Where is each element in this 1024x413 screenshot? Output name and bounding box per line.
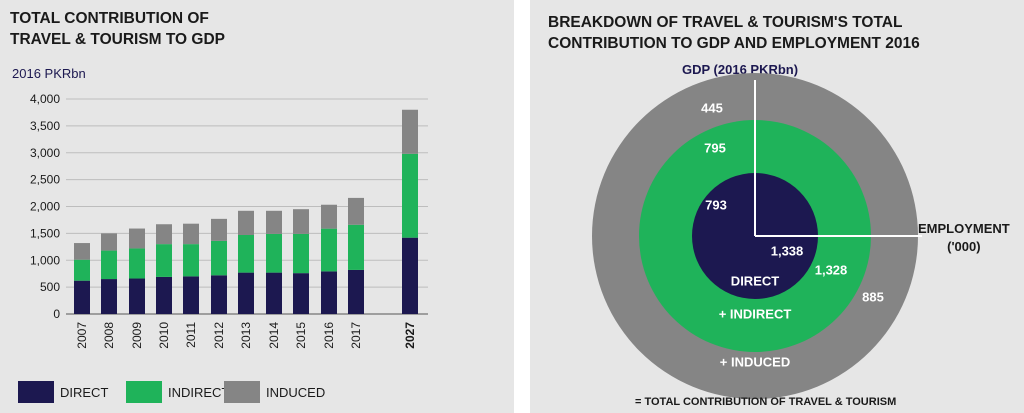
legend-label-induced: INDUCED xyxy=(266,384,326,400)
legend-label-direct: DIRECT xyxy=(60,384,109,400)
x-tick-label: 2014 xyxy=(267,322,281,349)
x-tick-label: 2027 xyxy=(403,322,417,349)
left-chart-title: TOTAL CONTRIBUTION OF TRAVEL & TOURISM T… xyxy=(10,8,225,50)
bar-segment-induced xyxy=(293,209,309,234)
x-tick-label: 2010 xyxy=(157,322,171,349)
x-tick-label: 2012 xyxy=(212,322,226,349)
x-tick-label: 2011 xyxy=(184,322,198,348)
y-tick-label: 3,000 xyxy=(30,146,60,160)
induced-ring-label: + INDUCED xyxy=(719,354,791,370)
bar-segment-induced xyxy=(402,109,418,154)
bar-segment-induced xyxy=(101,233,117,251)
bar-segment-direct xyxy=(266,272,282,314)
x-tick-label: 2009 xyxy=(130,322,144,349)
stacked-bar-chart: 0 500 1,000 1,500 2,000 2,500 3,000 3,500 4,000 2… xyxy=(30,92,428,349)
employment-induced-value: 885 xyxy=(862,289,884,305)
y-tick-label: 2,500 xyxy=(30,173,60,187)
total-contribution-footer: = TOTAL CONTRIBUTION OF TRAVEL & TOURISM xyxy=(635,396,897,408)
bar-segment-direct xyxy=(156,276,172,314)
bar-segment-indirect xyxy=(402,153,418,238)
bar-segment-direct xyxy=(183,276,199,314)
bar-segment-induced xyxy=(129,228,145,249)
x-tick-label: 2015 xyxy=(294,322,308,349)
x-tick-label: 2008 xyxy=(102,322,116,349)
bar-segment-direct xyxy=(101,279,117,314)
bar-segment-indirect xyxy=(183,244,199,277)
y-tick-label: 4,000 xyxy=(30,92,60,106)
gdp-contribution-panel: TOTAL CONTRIBUTION OF TRAVEL & TOURISM T… xyxy=(0,0,514,413)
legend-item-direct: DIRECT xyxy=(18,380,108,404)
bar-segment-indirect xyxy=(74,259,90,281)
x-tick-label: 2017 xyxy=(349,322,363,349)
bar-segment-direct xyxy=(402,237,418,314)
x-tick-label: 2007 xyxy=(75,322,89,349)
bar-segment-indirect xyxy=(129,248,145,279)
bar-segment-indirect xyxy=(156,244,172,277)
indirect-ring-label: + INDIRECT xyxy=(718,306,792,322)
bar-segment-induced xyxy=(321,204,337,229)
concentric-circle-chart xyxy=(592,73,922,399)
bar-segment-induced xyxy=(348,197,364,225)
right-title-line-2: CONTRIBUTION TO GDP AND EMPLOYMENT 2016 xyxy=(548,35,920,52)
y-tick-label: 3,500 xyxy=(30,119,60,133)
bar-segment-direct xyxy=(348,269,364,314)
legend-item-indirect: INDIRECT xyxy=(126,380,229,404)
gdp-indirect-value: 795 xyxy=(704,140,726,156)
bar-segment-direct xyxy=(321,271,337,314)
legend-swatch-induced xyxy=(224,381,260,403)
x-tick-label: 2013 xyxy=(239,322,253,349)
right-title-line-1: BREAKDOWN OF TRAVEL & TOURISM'S TOTAL xyxy=(548,14,903,31)
y-tick-label: 1,000 xyxy=(30,253,60,267)
left-title-line-2: TRAVEL & TOURISM TO GDP xyxy=(10,31,226,48)
bar-segment-direct xyxy=(129,278,145,314)
bar-segment-direct xyxy=(74,280,90,314)
legend-swatch-direct xyxy=(18,381,54,403)
direct-ring-label: DIRECT xyxy=(730,273,780,289)
bar-segment-induced xyxy=(74,243,90,260)
y-tick-label: 2,000 xyxy=(30,200,60,214)
y-tick-label: 1,500 xyxy=(30,226,60,240)
employment-label-line-2: ('000) xyxy=(947,239,981,254)
x-tick-label: 2016 xyxy=(322,322,336,349)
right-chart-title: BREAKDOWN OF TRAVEL & TOURISM'S TOTAL CO… xyxy=(548,12,920,54)
bar-segment-indirect xyxy=(348,224,364,270)
gdp-induced-value: 445 xyxy=(701,100,723,116)
bar-segment-indirect xyxy=(238,234,254,273)
legend-item-induced: INDUCED xyxy=(224,380,325,404)
bar-segment-indirect xyxy=(293,233,309,274)
bar-segment-direct xyxy=(238,272,254,314)
bar-segment-induced xyxy=(211,218,227,241)
bar-segment-induced xyxy=(266,210,282,234)
bar-segment-indirect xyxy=(211,240,227,276)
y-tick-label: 0 xyxy=(53,307,60,321)
bar-segment-induced xyxy=(238,210,254,235)
y-axis-unit-label: 2016 PKRbn xyxy=(12,66,86,81)
bar-segment-direct xyxy=(211,275,227,314)
y-tick-label: 500 xyxy=(40,280,60,294)
employment-label-line-1: EMPLOYMENT xyxy=(918,221,1010,236)
gdp-axis-label: GDP (2016 PKRbn) xyxy=(682,62,799,77)
employment-direct-value: 1,338 xyxy=(770,243,804,259)
bar-segment-indirect xyxy=(266,233,282,273)
gdp-direct-value: 793 xyxy=(705,197,727,213)
bar-segment-direct xyxy=(293,273,309,314)
bar-segment-induced xyxy=(156,224,172,245)
bar-segment-indirect xyxy=(101,250,117,280)
legend-swatch-indirect xyxy=(126,381,162,403)
left-title-line-1: TOTAL CONTRIBUTION OF xyxy=(10,10,209,27)
bar-segment-indirect xyxy=(321,228,337,272)
legend-label-indirect: INDIRECT xyxy=(168,384,230,400)
bar-segment-induced xyxy=(183,223,199,245)
employment-indirect-value: 1,328 xyxy=(814,262,848,278)
breakdown-panel: BREAKDOWN OF TRAVEL & TOURISM'S TOTAL CO… xyxy=(530,0,1024,413)
employment-axis-label: EMPLOYMENT ('000) xyxy=(918,220,1010,256)
